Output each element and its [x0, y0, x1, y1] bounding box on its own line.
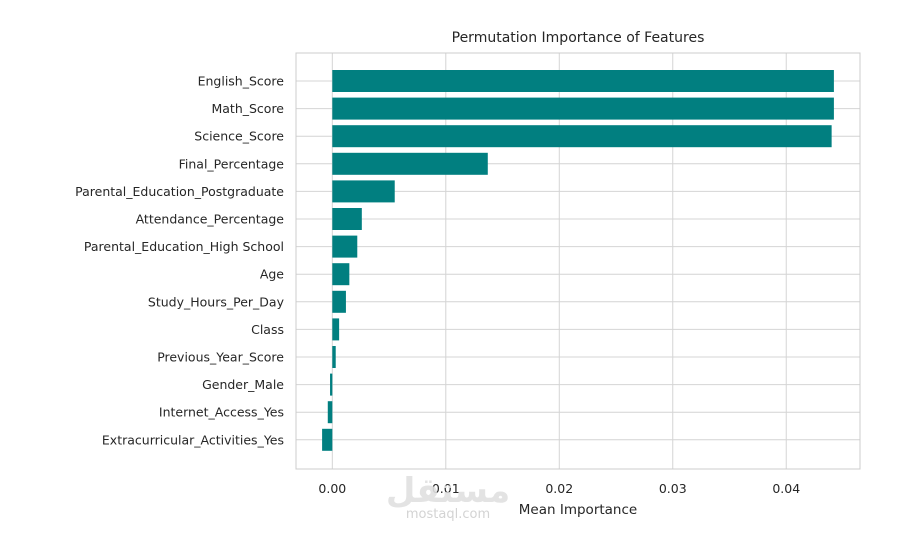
y-tick-label: Age [260, 267, 284, 282]
bars [322, 70, 834, 451]
x-tick-label: 0.02 [545, 481, 573, 496]
bar [332, 346, 336, 368]
y-tick-label: Parental_Education_Postgraduate [75, 184, 284, 199]
y-tick-label: Class [251, 322, 284, 337]
y-tick-label: Internet_Access_Yes [159, 405, 284, 420]
x-tick-labels: 0.00 0.01 0.02 0.03 0.04 [318, 481, 800, 496]
y-tick-label: Parental_Education_High School [84, 239, 284, 254]
x-axis-label: Mean Importance [519, 502, 637, 518]
bar [332, 125, 832, 148]
y-tick-label: English_Score [198, 74, 285, 89]
y-tick-labels: English_Score Math_Score Science_Score Fina… [75, 74, 284, 448]
y-tick-label: Final_Percentage [179, 156, 285, 171]
bar [327, 401, 333, 424]
watermark: مستقل mostaql.com [386, 471, 510, 522]
bar [332, 180, 395, 203]
bar [332, 318, 340, 341]
y-tick-label: Extracurricular_Activities_Yes [102, 432, 284, 447]
plot-frame [295, 52, 861, 470]
bar [332, 263, 350, 286]
x-tick-label: 0.00 [318, 481, 346, 496]
x-tick-label: 0.03 [659, 481, 687, 496]
chart-title: Permutation Importance of Features [452, 30, 705, 46]
bar [332, 152, 488, 175]
y-tick-label: Science_Score [194, 129, 284, 144]
watermark-text: mostaql.com [406, 507, 490, 522]
bar [332, 208, 362, 230]
y-tick-label: Attendance_Percentage [136, 212, 285, 227]
bar [322, 428, 333, 451]
y-tick-label: Math_Score [211, 101, 284, 116]
bar [332, 97, 834, 120]
bar [332, 70, 834, 92]
bar [330, 373, 333, 396]
x-tick-label: 0.04 [772, 481, 800, 496]
y-tick-label: Study_Hours_Per_Day [148, 294, 285, 309]
bar [332, 235, 358, 258]
y-tick-label: Previous_Year_Score [157, 350, 284, 365]
bar [332, 290, 346, 313]
x-tick-label: 0.01 [432, 481, 460, 496]
watermark-logo: مستقل [386, 471, 510, 511]
y-tick-label: Gender_Male [202, 377, 284, 392]
